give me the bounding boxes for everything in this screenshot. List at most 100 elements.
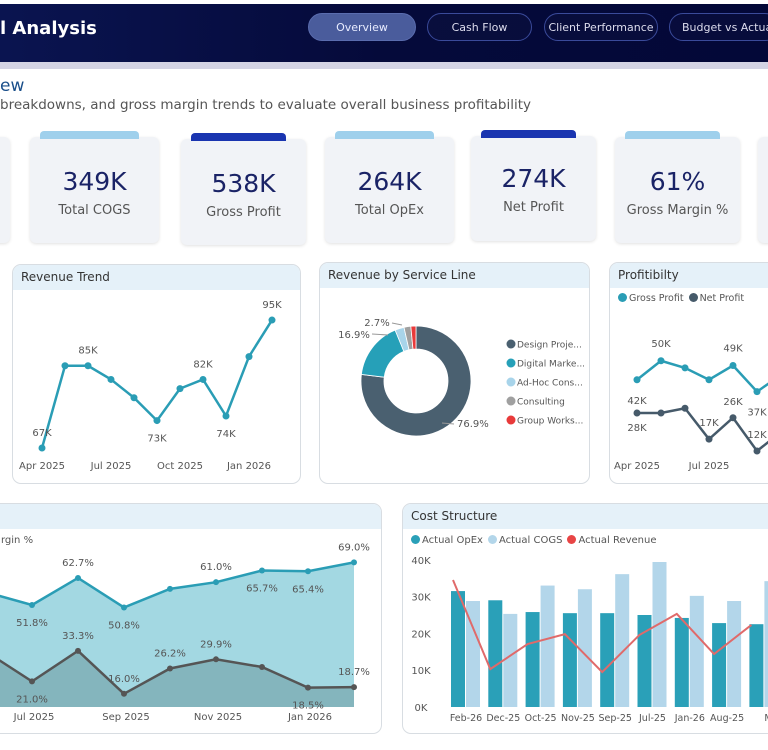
legend-label: Group Works...	[517, 417, 583, 427]
header-divider	[0, 62, 768, 69]
bar-actual-cogs	[540, 585, 555, 707]
legend-gross-profit[interactable]: Gross Profit	[618, 293, 684, 304]
x-tick-label: Feb-26	[450, 713, 482, 724]
revenue-point	[153, 417, 161, 425]
bar-actual-cogs	[727, 601, 742, 707]
legend-label: Design Proje...	[517, 341, 582, 351]
cost-legend: Actual OpEx Actual COGS Actual Revenue	[411, 535, 657, 546]
kpi-label: Gross Profit	[206, 205, 281, 220]
data-label: 69.0%	[338, 542, 370, 553]
legend-actual-cogs[interactable]: Actual COGS	[487, 535, 562, 546]
x-tick-label: Dec-25	[486, 713, 520, 724]
kpi-label: Total OpEx	[355, 203, 424, 218]
data-label: 28K	[627, 423, 647, 434]
series-point	[705, 435, 713, 443]
legend-dot-icon	[506, 396, 516, 406]
donut-slice	[360, 325, 472, 437]
series-point	[753, 388, 761, 396]
card-title: Cost Structure	[403, 504, 768, 529]
data-label: 18.7%	[338, 667, 370, 678]
leader-line	[391, 322, 403, 326]
series-point	[681, 364, 689, 372]
revenue-point	[84, 362, 92, 370]
kpi-total-cogs: 349K Total COGS	[30, 131, 159, 243]
margin-card: rgin % 51.8% 62.7% 50.8% 61.0% 65.7% 65.4% 69.…	[0, 503, 382, 734]
legend-dot-icon	[506, 377, 516, 387]
revenue-point	[176, 385, 184, 393]
kpi-value: 538K	[211, 169, 276, 198]
revenue-point	[222, 412, 230, 420]
x-tick-label: Oct 2025	[157, 461, 203, 472]
tab-client-performance[interactable]: Client Performance	[544, 13, 658, 41]
data-label: 95K	[262, 300, 282, 311]
kpi-card-partial	[758, 137, 768, 243]
series-point	[753, 447, 761, 455]
series-point	[351, 684, 357, 691]
legend-dot-icon	[688, 293, 698, 302]
data-label: 82K	[193, 359, 213, 370]
app-title: l Analysis	[0, 18, 97, 39]
service-line-card: Revenue by Service Line Design Proje... D…	[319, 262, 590, 484]
bar-actual-opex	[712, 623, 727, 707]
bar-actual-opex	[451, 591, 465, 707]
revenue-point	[199, 375, 207, 383]
series-point	[167, 665, 173, 672]
margin-legend: rgin %	[1, 535, 34, 546]
data-label: 50K	[651, 339, 671, 350]
data-label: 62.7%	[62, 558, 94, 569]
y-tick-label: 0K	[415, 703, 428, 714]
bar-actual-cogs	[466, 601, 480, 707]
kpi-accent	[40, 131, 139, 139]
legend-dot-icon	[567, 535, 577, 544]
tab-cash-flow[interactable]: Cash Flow	[427, 13, 532, 41]
series-point	[75, 574, 81, 581]
series-line	[636, 359, 768, 394]
series-point	[121, 604, 127, 611]
data-label: 18.5%	[292, 701, 324, 712]
data-label: 61.0%	[200, 562, 232, 573]
bar-actual-opex	[749, 624, 764, 707]
x-tick-label: Apr 2025	[19, 461, 65, 472]
profitability-chart: 42K 50K 49K 37K 28K 17K 26K 12K Apr 2025 Jul 2025…	[614, 339, 768, 472]
card-title: Revenue by Service Line	[320, 263, 589, 288]
series-point	[213, 579, 219, 586]
legend-actual-revenue[interactable]: Actual Revenue	[567, 535, 657, 546]
legend-actual-opex[interactable]: Actual OpEx	[411, 535, 483, 546]
legend-label: Digital Marke...	[517, 360, 585, 370]
kpi-accent	[191, 133, 286, 141]
series-point	[681, 404, 689, 412]
kpi-net-profit: 274K Net Profit	[471, 130, 596, 241]
cost-structure-card: Cost Structure Actual OpEx Actual COGS A…	[402, 503, 768, 734]
series-point	[305, 568, 311, 575]
bar-actual-opex	[674, 617, 689, 707]
kpi-accent	[481, 130, 576, 138]
card-title	[0, 504, 381, 529]
data-label: 73K	[147, 434, 167, 445]
legend-label: Consulting	[517, 398, 565, 408]
x-tick-label: Nov 2025	[194, 712, 242, 723]
bar-actual-cogs	[615, 574, 630, 707]
kpi-value: 61%	[649, 167, 706, 196]
tab-overview[interactable]: Overview	[308, 13, 416, 41]
x-tick-label: Jan 2026	[226, 461, 271, 472]
legend-dot-icon	[487, 535, 497, 544]
data-label: 76.9%	[457, 419, 489, 430]
kpi-gross-margin: 61% Gross Margin %	[615, 131, 740, 243]
profitability-card: Profitibilty Gross Profit Net Profit 42K…	[609, 262, 768, 484]
x-tick-label: Jan 2026	[287, 712, 332, 723]
tab-budget-vs-actual[interactable]: Budget vs Actual	[669, 13, 768, 41]
x-tick-label: Sep 2025	[102, 712, 149, 723]
kpi-label: Total COGS	[58, 203, 131, 218]
x-tick-label: Jul 2025	[13, 712, 55, 723]
data-label: 26.2%	[154, 648, 186, 659]
legend-net-profit[interactable]: Net Profit	[688, 293, 744, 304]
bar-actual-opex	[600, 613, 615, 707]
leader-line	[441, 422, 455, 425]
revenue-point	[268, 316, 276, 324]
kpi-card-partial	[0, 137, 10, 243]
bar-actual-opex	[488, 600, 503, 707]
legend-dot-icon	[506, 415, 516, 425]
revenue-point	[61, 362, 69, 370]
revenue-point	[245, 353, 253, 361]
data-label: 21.0%	[16, 694, 48, 705]
